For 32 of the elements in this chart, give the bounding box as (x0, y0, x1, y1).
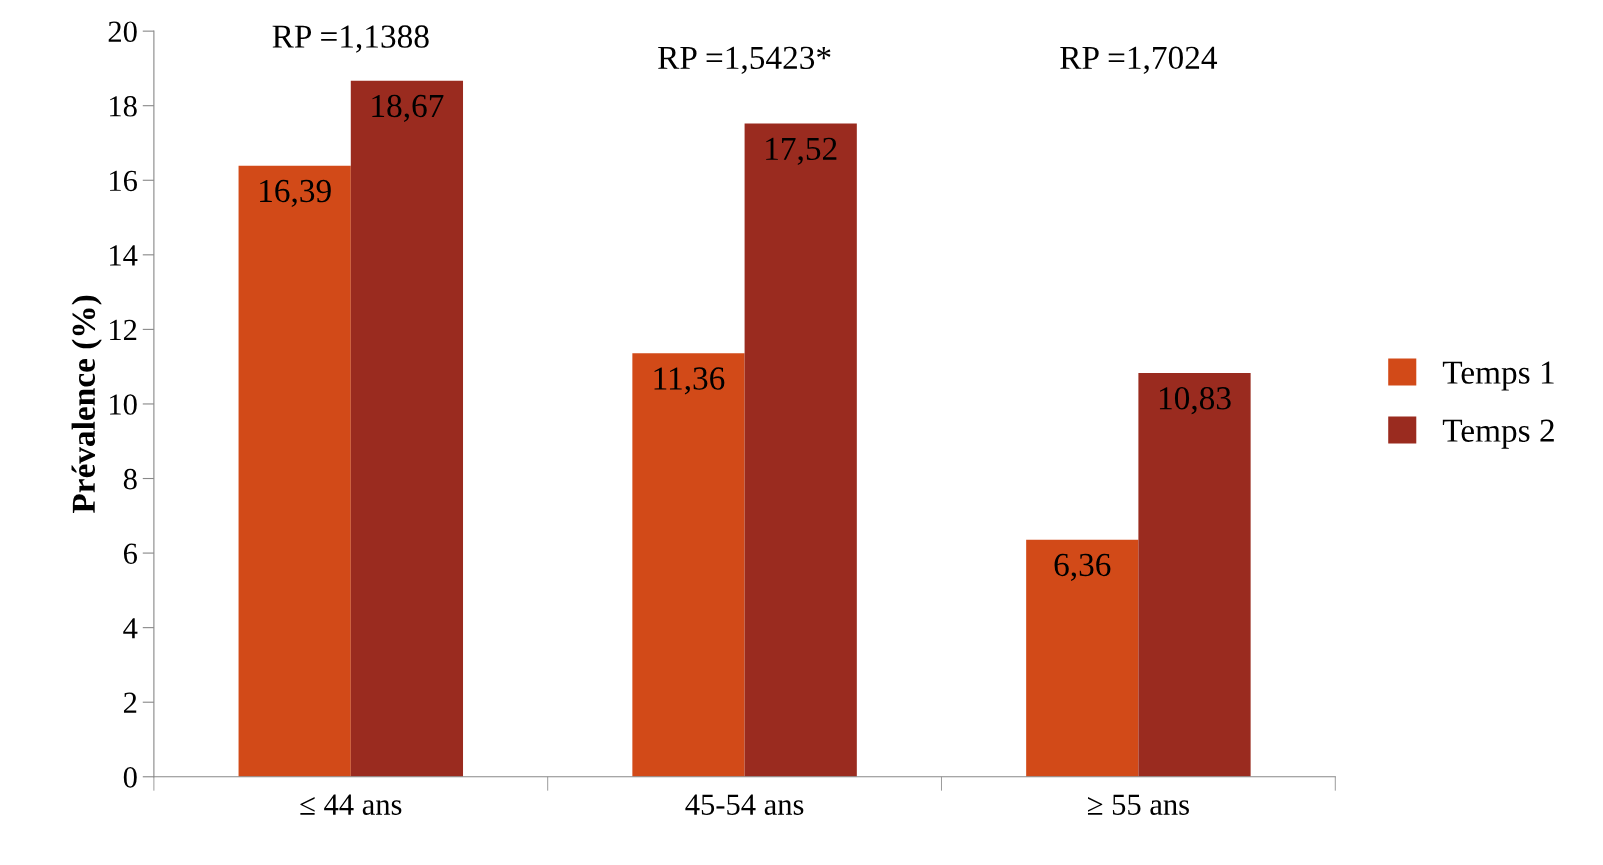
y-tick-label: 8 (123, 468, 137, 490)
x-tick-label: ≤ 44 ans (300, 794, 402, 815)
y-tick-label: 6 (123, 543, 137, 564)
y-tick-label: 0 (123, 767, 137, 788)
data-label: 16,39 (260, 179, 331, 208)
bar (238, 165, 351, 777)
y-tick-label: 14 (110, 245, 138, 266)
bar (1026, 539, 1139, 777)
annotation: RP =1,5423* (658, 46, 831, 74)
annotation: RP =1,1388 (272, 25, 429, 53)
y-tick-label: 18 (110, 95, 137, 117)
x-tick-label: ≥ 55 ans (1087, 794, 1189, 815)
annotation: RP =1,7024 (1060, 46, 1218, 74)
y-tick-label: 4 (123, 618, 138, 639)
y-axis-title: Prévalence (%) (71, 295, 102, 514)
bar (744, 123, 857, 777)
y-tick-label: 10 (110, 394, 137, 415)
y-tick-label: 16 (110, 170, 137, 192)
bar (1138, 373, 1251, 777)
legend-label: Temps 2 (1442, 419, 1554, 449)
data-label: 17,52 (766, 137, 837, 165)
legend-label: Temps 1 (1442, 361, 1554, 391)
y-tick-label: 2 (123, 692, 137, 713)
bar (632, 353, 745, 777)
data-label: 18,67 (372, 94, 444, 123)
y-tick-label: 12 (110, 319, 137, 340)
data-label: 11,36 (654, 367, 725, 395)
data-label: 10,83 (1159, 387, 1231, 415)
y-tick-label: 20 (108, 21, 137, 43)
bar (350, 80, 464, 777)
data-label: 6,36 (1054, 553, 1111, 581)
x-tick-label: 45-54 ans (685, 794, 804, 815)
